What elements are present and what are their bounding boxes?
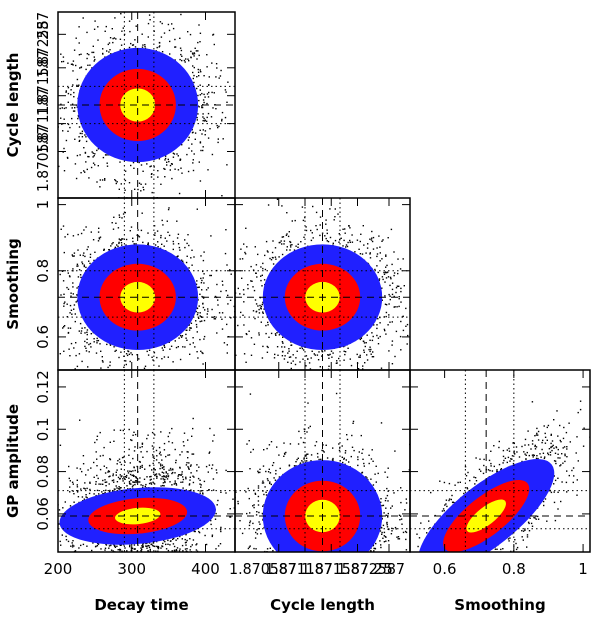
y-tick-label: 1.872587 [34,12,52,78]
panel-cycle-vs-decay [58,12,235,198]
y-axis-title-gp-amplitude: GP amplitude [4,404,22,518]
estimate-lines [58,198,235,370]
x-tick-label: 25 [373,560,393,578]
panel-smooth-vs-decay [58,198,235,370]
panel-smooth-vs-cycle [235,198,410,370]
estimate-lines [235,370,410,552]
y-tick-label: 1.870587 [34,126,52,192]
x-tick-label: 1.871187 [265,560,333,578]
x-tick-label: 1.871587 [301,560,369,578]
x-tick-label: 200 [44,560,73,578]
estimate-lines [235,198,410,370]
y-tick-label: 1 [34,200,52,210]
panel-gpamp-vs-smooth [410,370,590,552]
y-tick-label: 25 [34,20,52,40]
panel-frame [409,369,591,553]
y-tick-label: 0.06 [34,497,52,530]
panel-gpamp-vs-cycle [235,370,410,552]
y-axis-title-cycle-length: Cycle length [4,53,22,158]
y-axis-title-smoothing: Smoothing [4,238,22,329]
y-tick-label: 0.08 [34,455,52,488]
axis-titles: Decay time Cycle length Smoothing Cycle len… [4,53,546,614]
x-axis-title-cycle-length: Cycle length [270,596,375,614]
x-axis-title-smoothing: Smoothing [454,596,545,614]
estimate-lines [58,370,235,552]
contour-core [120,88,156,122]
panel-gpamp-vs-decay [58,370,235,552]
axis-ticks [57,12,235,198]
y-tick-label: 1.871587 [34,50,52,116]
x-tick-label: 0.6 [433,560,457,578]
axis-ticks [410,370,590,552]
x-tick-label: 400 [191,560,220,578]
axis-ticks [235,370,410,552]
x-tick-label: 1 [578,560,588,578]
x-tick-label: 1.872587 [337,560,405,578]
estimate-lines [58,12,235,198]
x-tick-labels: 200 300 400 1.8705871.8711871.8715871.87258… [44,560,588,578]
x-axis-title-decay-time: Decay time [94,596,188,614]
x-tick-label: 0.8 [502,560,526,578]
axis-ticks [235,198,410,370]
y-tick-label: 0.6 [34,325,52,349]
axis-ticks [57,370,235,552]
estimate-lines [410,370,590,552]
x-tick-label: 300 [117,560,146,578]
y-tick-label: 1.871187 [34,88,52,154]
x-tick-label: 1.870587 [229,560,297,578]
y-tick-label: 0.8 [34,259,52,283]
y-tick-label: 0.1 [34,417,52,441]
y-tick-label: 0.12 [34,370,52,403]
axis-ticks [57,198,235,370]
